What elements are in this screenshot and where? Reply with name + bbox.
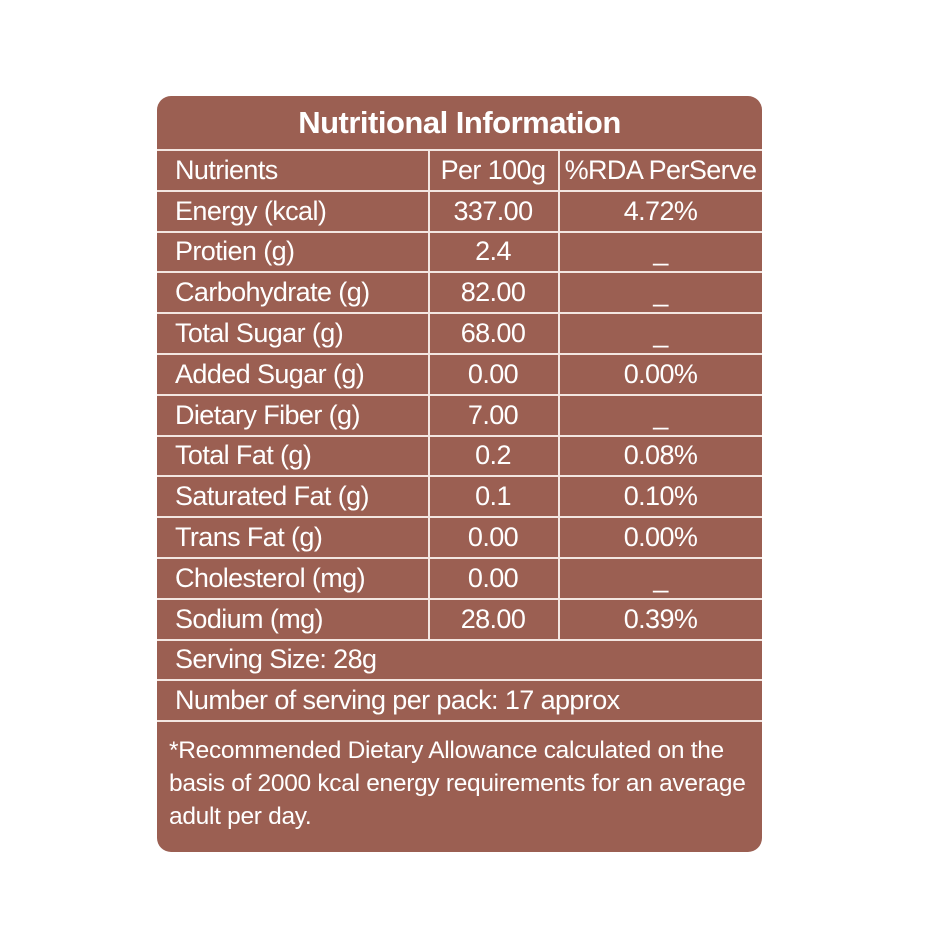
row-divider (157, 353, 762, 355)
nutrient-name: Energy (kcal) (175, 195, 327, 226)
row-divider (157, 271, 762, 274)
rda-value: _ (653, 399, 668, 430)
table-row: Dietary Fiber (g) 7.00 _ (157, 395, 762, 436)
row-divider (157, 475, 762, 478)
table-row: Total Sugar (g) 68.00 _ (157, 313, 762, 354)
per-100g-value: 28.00 (460, 603, 526, 634)
serving-size: Serving Size: 28g (175, 644, 377, 675)
per-100g-value: 0.2 (475, 440, 511, 471)
rda-value: _ (653, 277, 668, 308)
per-100g-value: 68.00 (460, 318, 526, 349)
table-row: Added Sugar (g) 0.00 0.00% (157, 354, 762, 395)
nutrition-panel: Nutritional Information Nutrients Per 100… (157, 96, 762, 852)
row-divider (157, 312, 762, 315)
row-divider (157, 597, 762, 600)
rda-footnote: *Recommended Dietary Allowance calculate… (169, 737, 746, 830)
per-100g-value: 0.00 (467, 562, 519, 593)
row-divider (157, 230, 762, 233)
table-row: Saturated Fat (g) 0.1 0.10% (157, 476, 762, 517)
rda-value: 0.00% (623, 522, 698, 553)
nutrient-name: Sodium (mg) (175, 603, 324, 634)
row-divider (157, 638, 762, 641)
nutrient-name: Cholesterol (mg) (175, 562, 366, 593)
row-divider (157, 189, 762, 192)
row-divider (157, 434, 762, 437)
nutrient-name: Total Fat (g) (175, 440, 312, 471)
column-divider (428, 150, 430, 640)
rda-value: 0.00% (623, 358, 698, 389)
header-nutrients: Nutrients (175, 154, 278, 185)
row-divider (157, 557, 762, 559)
row-divider (157, 149, 762, 151)
table-row: Total Fat (g) 0.2 0.08% (157, 436, 762, 477)
nutrient-name: Protien (g) (175, 236, 295, 267)
nutrient-name: Added Sugar (g) (175, 358, 365, 389)
rda-value: 0.39% (623, 603, 698, 634)
header-row: Nutrients Per 100g %RDA PerServe (157, 150, 762, 191)
nutrient-name: Carbohydrate (g) (175, 277, 370, 308)
row-divider (157, 516, 762, 519)
servings-per-pack: Number of serving per pack: 17 approx (175, 685, 620, 716)
table-row: Trans Fat (g) 0.00 0.00% (157, 517, 762, 558)
table-row: Sodium (mg) 28.00 0.39% (157, 599, 762, 640)
per-100g-value: 2.4 (475, 236, 511, 267)
per-100g-value: 7.00 (467, 399, 519, 430)
rda-value: _ (653, 562, 668, 593)
nutrient-name: Saturated Fat (g) (175, 481, 370, 512)
nutrition-title: Nutritional Information (298, 105, 621, 140)
per-100g-value: 0.1 (475, 481, 511, 512)
header-rda: %RDA PerServe (564, 154, 757, 185)
nutrient-name: Dietary Fiber (g) (175, 399, 360, 430)
table-row: Carbohydrate (g) 82.00 _ (157, 272, 762, 313)
per-100g-value: 82.00 (460, 277, 526, 308)
table-row: Cholesterol (mg) 0.00 _ (157, 558, 762, 599)
serving-size-row: Serving Size: 28g (157, 640, 762, 681)
table-row: Energy (kcal) 337.00 4.72% (157, 191, 762, 232)
rda-value: 0.08% (623, 440, 698, 471)
servings-per-pack-row: Number of serving per pack: 17 approx (157, 680, 762, 721)
row-divider (157, 720, 762, 723)
nutrient-name: Trans Fat (g) (175, 522, 323, 553)
header-per-100g: Per 100g (440, 154, 546, 185)
rda-value: _ (653, 236, 668, 267)
rda-value: 4.72% (623, 195, 698, 226)
row-divider (157, 679, 762, 682)
per-100g-value: 0.00 (467, 358, 519, 389)
row-divider (157, 393, 762, 396)
per-100g-value: 337.00 (453, 195, 534, 226)
table-row: Protien (g) 2.4 _ (157, 232, 762, 273)
per-100g-value: 0.00 (467, 522, 519, 553)
rda-value: _ (653, 318, 668, 349)
rda-value: 0.10% (623, 481, 698, 512)
nutrient-name: Total Sugar (g) (175, 318, 344, 349)
column-divider (558, 150, 560, 640)
